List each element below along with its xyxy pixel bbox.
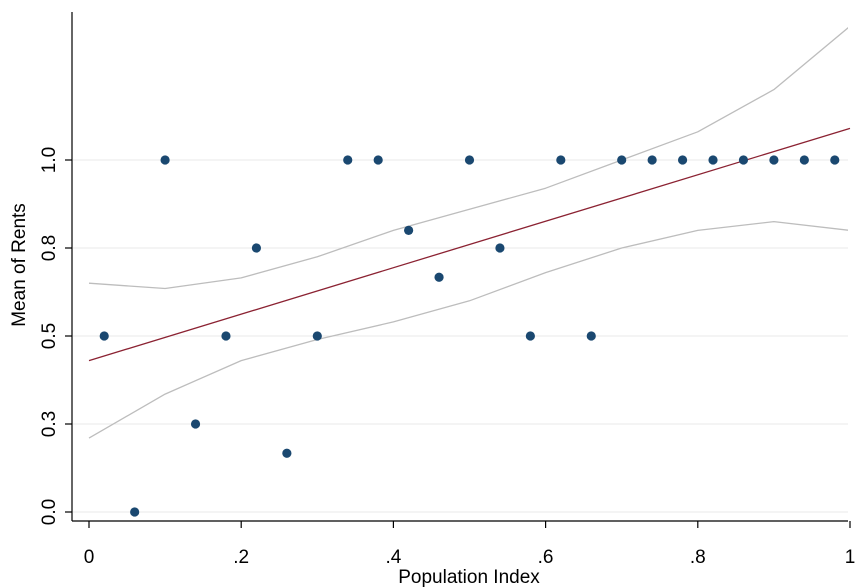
ci-lower-line (88, 220, 848, 439)
x-tick-label-0: 0 (84, 547, 95, 568)
data-point-23 (799, 155, 809, 165)
data-point-15 (556, 155, 566, 165)
grid-lines (73, 159, 848, 513)
confidence-bands (88, 27, 848, 439)
data-point-21 (738, 155, 749, 165)
x-tick-label-2: .4 (385, 547, 401, 568)
y-axis-label: Mean of Rents (9, 203, 30, 327)
data-point-3 (190, 419, 201, 429)
data-point-14 (525, 331, 535, 341)
data-point-20 (708, 155, 718, 165)
data-point-6 (282, 448, 292, 458)
data-point-24 (830, 155, 840, 165)
data-point-10 (404, 225, 414, 235)
data-point-22 (769, 155, 779, 165)
y-tick-label-0: 0.0 (39, 499, 60, 525)
data-point-12 (464, 155, 475, 165)
x-axis-label: Population Index (398, 567, 540, 588)
y-tick-label-2: 0.5 (39, 323, 60, 349)
data-point-1 (130, 507, 140, 517)
data-point-11 (434, 272, 444, 282)
y-tick-label-3: 0.8 (39, 235, 60, 261)
data-point-7 (312, 331, 322, 341)
x-tick-label-4: .8 (690, 547, 706, 568)
data-point-19 (677, 155, 688, 165)
x-tick-label-1: .2 (233, 547, 249, 568)
data-point-17 (617, 155, 627, 165)
data-point-8 (343, 155, 353, 165)
data-point-0 (99, 331, 109, 341)
y-tick-label-1: 0.3 (39, 411, 60, 437)
data-point-16 (586, 331, 596, 341)
fit-line (88, 127, 851, 362)
data-point-9 (373, 155, 383, 165)
data-point-13 (495, 243, 505, 253)
data-point-18 (647, 155, 657, 165)
data-points (99, 155, 840, 517)
x-tick-label-3: .6 (538, 547, 554, 568)
data-point-4 (221, 331, 231, 341)
fitted-line (88, 127, 851, 362)
y-tick-label-4: 1.0 (39, 147, 60, 173)
data-point-5 (251, 243, 262, 253)
x-tick-label-5: 1 (845, 547, 855, 568)
ci-upper-line (88, 27, 848, 290)
axes: 0 .2 .4 .6 .8 1 0.0 0.3 0.5 0.8 1.0 (39, 12, 855, 568)
data-point-2 (160, 155, 170, 165)
